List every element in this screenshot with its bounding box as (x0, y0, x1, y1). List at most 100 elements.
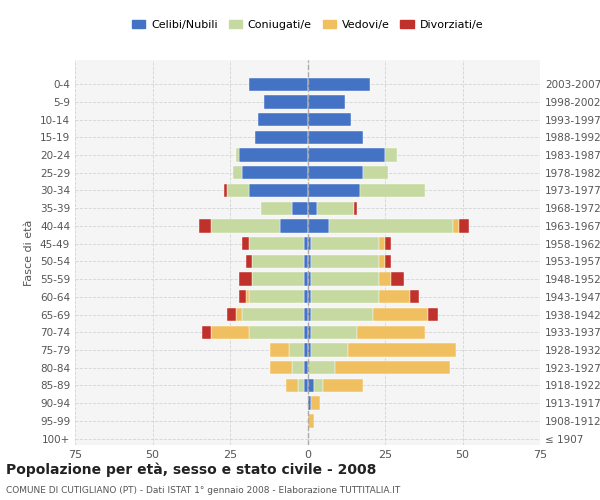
Bar (311, 254, 379, 268)
Bar (335, 361, 450, 374)
Bar (304, 326, 308, 339)
Bar (242, 308, 304, 321)
Bar (292, 361, 304, 374)
Legend: Celibi/Nubili, Coniugati/e, Vedovi/e, Divorziati/e: Celibi/Nubili, Coniugati/e, Vedovi/e, Di… (128, 16, 487, 34)
Bar (308, 220, 329, 232)
Bar (248, 326, 304, 339)
Bar (308, 148, 385, 162)
Bar (304, 290, 308, 304)
Bar (308, 202, 317, 215)
Bar (245, 254, 252, 268)
Bar (453, 220, 460, 232)
Bar (236, 148, 239, 162)
Bar (304, 361, 308, 374)
Bar (245, 290, 248, 304)
Bar (379, 272, 391, 285)
Bar (242, 166, 308, 179)
Bar (211, 326, 248, 339)
Bar (308, 254, 311, 268)
Bar (304, 344, 308, 356)
Bar (202, 326, 211, 339)
Bar (379, 237, 385, 250)
Bar (314, 379, 323, 392)
Bar (236, 308, 242, 321)
Bar (248, 237, 304, 250)
Bar (308, 361, 335, 374)
Bar (248, 290, 304, 304)
Bar (311, 396, 320, 410)
Bar (308, 290, 311, 304)
Bar (311, 237, 379, 250)
Bar (308, 166, 364, 179)
Bar (233, 166, 242, 179)
Bar (224, 184, 227, 197)
Bar (242, 237, 248, 250)
Bar (311, 344, 348, 356)
Bar (410, 290, 419, 304)
Bar (308, 237, 311, 250)
Bar (317, 202, 354, 215)
Bar (199, 220, 211, 232)
Bar (379, 254, 385, 268)
Text: Popolazione per età, sesso e stato civile - 2008: Popolazione per età, sesso e stato civil… (6, 462, 376, 477)
Bar (308, 113, 351, 126)
Bar (248, 184, 308, 197)
Bar (264, 95, 308, 108)
Bar (304, 379, 308, 392)
Bar (239, 290, 245, 304)
Bar (373, 308, 428, 321)
Bar (286, 379, 298, 392)
Bar (211, 220, 280, 232)
Bar (292, 202, 308, 215)
Bar (270, 344, 289, 356)
Bar (308, 130, 364, 144)
Bar (329, 220, 453, 232)
Bar (308, 396, 311, 410)
Bar (323, 379, 364, 392)
Bar (364, 166, 388, 179)
Bar (248, 78, 308, 91)
Bar (239, 272, 252, 285)
Bar (385, 237, 391, 250)
Bar (227, 184, 248, 197)
Bar (308, 95, 344, 108)
Bar (308, 308, 311, 321)
Bar (308, 326, 311, 339)
Bar (357, 326, 425, 339)
Bar (308, 414, 314, 428)
Bar (304, 272, 308, 285)
Bar (311, 272, 379, 285)
Bar (379, 290, 410, 304)
Bar (252, 254, 304, 268)
Bar (280, 220, 308, 232)
Bar (298, 379, 304, 392)
Bar (271, 361, 292, 374)
Y-axis label: Fasce di età: Fasce di età (25, 220, 34, 286)
Bar (308, 344, 311, 356)
Bar (308, 272, 311, 285)
Bar (348, 344, 457, 356)
Bar (255, 130, 308, 144)
Bar (308, 379, 314, 392)
Bar (239, 148, 308, 162)
Bar (460, 220, 469, 232)
Bar (428, 308, 438, 321)
Bar (354, 202, 357, 215)
Bar (308, 184, 360, 197)
Text: COMUNE DI CUTIGLIANO (PT) - Dati ISTAT 1° gennaio 2008 - Elaborazione TUTTITALIA: COMUNE DI CUTIGLIANO (PT) - Dati ISTAT 1… (6, 486, 400, 495)
Bar (304, 237, 308, 250)
Bar (304, 308, 308, 321)
Bar (258, 113, 308, 126)
Bar (304, 254, 308, 268)
Bar (385, 148, 397, 162)
Bar (360, 184, 425, 197)
Bar (391, 272, 404, 285)
Bar (261, 202, 292, 215)
Bar (385, 254, 391, 268)
Bar (311, 326, 357, 339)
Bar (311, 308, 373, 321)
Bar (227, 308, 236, 321)
Bar (308, 78, 370, 91)
Bar (289, 344, 304, 356)
Bar (311, 290, 379, 304)
